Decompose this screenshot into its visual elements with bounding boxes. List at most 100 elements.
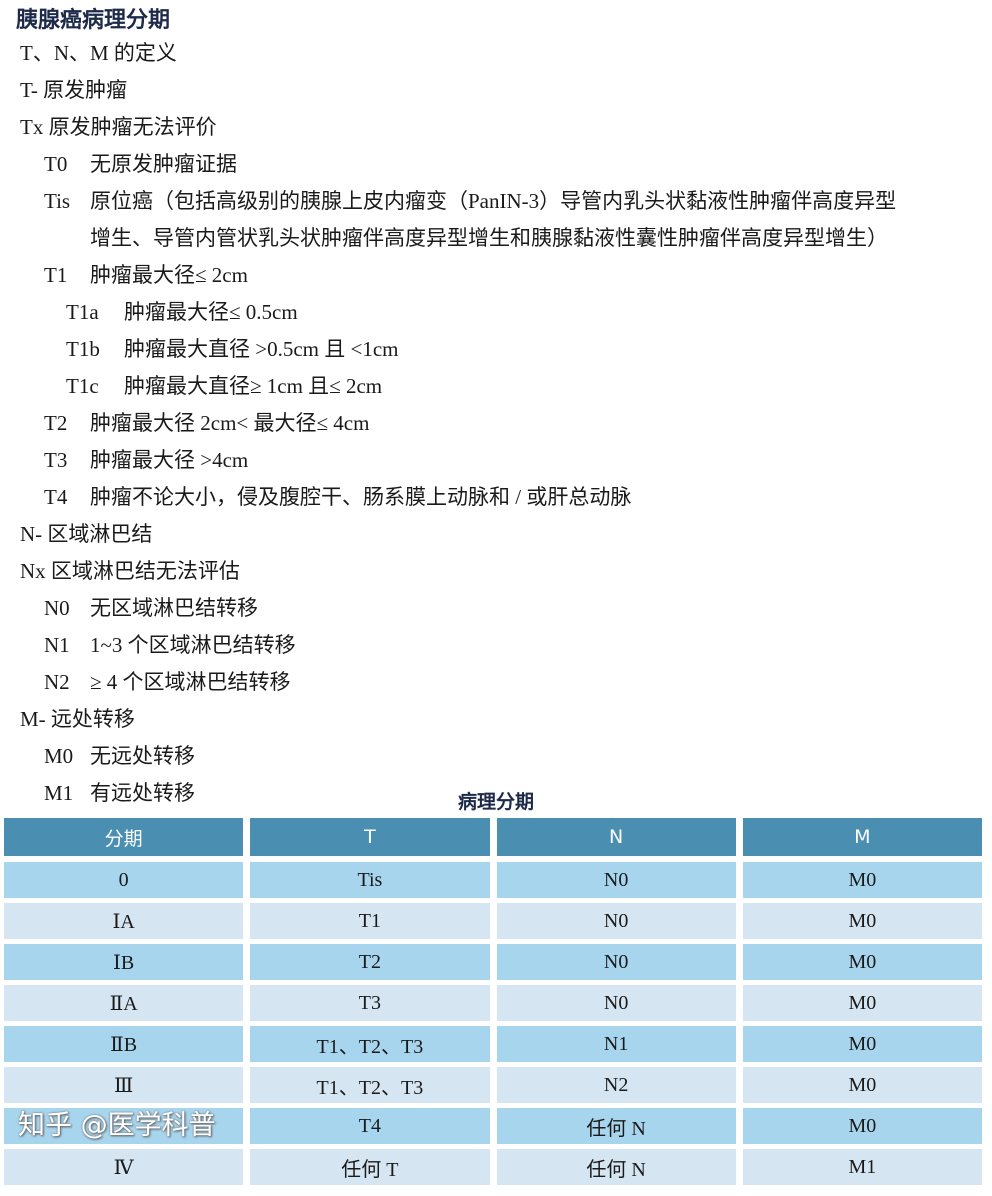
table-cell: N0 [496,944,736,980]
table-cell: M0 [742,985,982,1021]
definition-line: N- 区域淋巴结 [20,519,152,549]
stage-code: T0 [44,152,68,176]
table-cell: T4 [250,1108,490,1144]
table-cell: Ⅲ [4,1067,244,1103]
table-cell: M0 [742,1108,982,1144]
table-cell: M0 [742,944,982,980]
table-row: 0 Tis N0 M0 [4,862,982,898]
table-cell: T3 [250,985,490,1021]
table-cell [4,1108,244,1144]
definition-line: N1 1~3 个区域淋巴结转移 [44,630,296,660]
stage-description: 原位癌（包括高级别的胰腺上皮内瘤变（PanIN-3）导管内乳头状黏液性肿瘤伴高度… [90,189,897,213]
stage-description: 无远处转移 [90,744,195,768]
column-header: M [742,818,982,856]
table-cell: N1 [496,1026,736,1062]
definition-line: Tx 原发肿瘤无法评价 [20,112,217,142]
table-row: Ⅲ T1、T2、T3 N2 M0 [4,1067,982,1103]
stage-description: 1~3 个区域淋巴结转移 [90,633,296,657]
table-cell: M1 [742,1149,982,1185]
definition-line: T1c 肿瘤最大直径≥ 1cm 且≤ 2cm [66,371,382,401]
definition-line: T4 肿瘤不论大小，侵及腹腔干、肠系膜上动脉和 / 或肝总动脉 [44,482,631,512]
definition-line: Tis 原位癌（包括高级别的胰腺上皮内瘤变（PanIN-3）导管内乳头状黏液性肿瘤… [44,186,896,216]
table-cell: T1、T2、T3 [250,1026,490,1062]
table-row: T4 任何 N M0 [4,1108,982,1144]
table-cell: M0 [742,903,982,939]
table-header-row: 分期 T N M [4,818,982,856]
page-title: 胰腺癌病理分期 [16,8,171,33]
stage-code: T2 [44,411,68,435]
stage-code: T1b [66,337,100,361]
table-cell: N2 [496,1067,736,1103]
definition-line: N0 无区域淋巴结转移 [44,593,258,623]
table-cell: Tis [250,862,490,898]
table-cell: T1、T2、T3 [250,1067,490,1103]
stage-description: 肿瘤最大径≤ 2cm [90,263,248,287]
stage-description: 肿瘤最大直径 >0.5cm 且 <1cm [124,337,399,361]
table-cell: Ⅳ [4,1149,244,1185]
definition-line: T0 无原发肿瘤证据 [44,149,237,179]
staging-table: 分期 T N M 0 Tis N0 M0 ⅠA T1 N0 M0 ⅠB T2 N0 M0 ⅡA T3 N0 M0 ⅡB T… [4,818,982,1190]
stage-code: N- 区域淋巴结 [20,522,153,546]
definition-line: T3 肿瘤最大径 >4cm [44,445,248,475]
table-cell: 0 [4,862,244,898]
stage-code: N0 [44,596,70,620]
stage-code: T4 [44,485,68,509]
stage-code: M0 [44,744,74,768]
table-cell: 任何 N [496,1149,736,1185]
definition-line: N2 ≥ 4 个区域淋巴结转移 [44,667,291,697]
column-header: 分期 [4,818,244,856]
stage-description: 无区域淋巴结转移 [90,596,258,620]
stage-code: T、N、M 的定义 [20,41,177,65]
definition-line: M0 无远处转移 [44,741,195,771]
stage-description: 有远处转移 [90,781,195,805]
stage-code: M- 远处转移 [20,707,135,731]
definition-line: T1a 肿瘤最大径≤ 0.5cm [66,297,298,327]
stage-description: 无原发肿瘤证据 [90,152,237,176]
stage-code: Tx 原发肿瘤无法评价 [20,115,217,139]
table-cell: ⅡB [4,1026,244,1062]
table-cell: 任何 N [496,1108,736,1144]
stage-code: T1a [66,300,99,324]
column-header: N [496,818,736,856]
table-row: ⅡB T1、T2、T3 N1 M0 [4,1026,982,1062]
definition-line: T、N、M 的定义 [20,38,177,68]
definition-line: T2 肿瘤最大径 2cm< 最大径≤ 4cm [44,408,369,438]
stage-description: ≥ 4 个区域淋巴结转移 [90,670,291,694]
stage-code: N2 [44,670,70,694]
table-cell: 任何 T [250,1149,490,1185]
table-cell: ⅡA [4,985,244,1021]
definition-line: T- 原发肿瘤 [20,75,127,105]
stage-code: T- 原发肿瘤 [20,78,128,102]
table-row: Ⅳ 任何 T 任何 N M1 [4,1149,982,1185]
table-caption: 病理分期 [457,791,535,813]
watermark: 知乎 @医学科普 [18,1110,216,1141]
stage-description: 肿瘤最大径 >4cm [90,448,249,472]
table-cell: N0 [496,985,736,1021]
table-cell: M0 [742,862,982,898]
stage-code: M1 [44,781,74,805]
stage-description: 增生、导管内管状乳头状肿瘤伴高度异型增生和胰腺黏液性囊性肿瘤伴高度异型增生） [90,226,888,250]
column-header: T [250,818,490,856]
table-cell: M0 [742,1067,982,1103]
definition-line: T1b 肿瘤最大直径 >0.5cm 且 <1cm [66,334,399,364]
table-cell: M0 [742,1026,982,1062]
definition-line: T1 肿瘤最大径≤ 2cm [44,260,248,290]
stage-description: 肿瘤最大径≤ 0.5cm [124,300,298,324]
stage-code: T1c [66,374,99,398]
definition-line: M1 有远处转移 [44,778,195,808]
definition-line: Nx 区域淋巴结无法评估 [20,556,240,586]
stage-code: N1 [44,633,70,657]
table-cell: ⅠA [4,903,244,939]
table-cell: N0 [496,903,736,939]
stage-code: Nx 区域淋巴结无法评估 [20,559,240,583]
definition-line: M- 远处转移 [20,704,135,734]
table-cell: ⅠB [4,944,244,980]
table-cell: T1 [250,903,490,939]
table-row: ⅡA T3 N0 M0 [4,985,982,1021]
table-cell: N0 [496,862,736,898]
stage-code: T1 [44,263,68,287]
stage-description: 肿瘤最大径 2cm< 最大径≤ 4cm [90,411,370,435]
stage-description: 肿瘤不论大小，侵及腹腔干、肠系膜上动脉和 / 或肝总动脉 [90,485,632,509]
definition-line: 增生、导管内管状乳头状肿瘤伴高度异型增生和胰腺黏液性囊性肿瘤伴高度异型增生） [90,223,888,253]
table-row: ⅠB T2 N0 M0 [4,944,982,980]
